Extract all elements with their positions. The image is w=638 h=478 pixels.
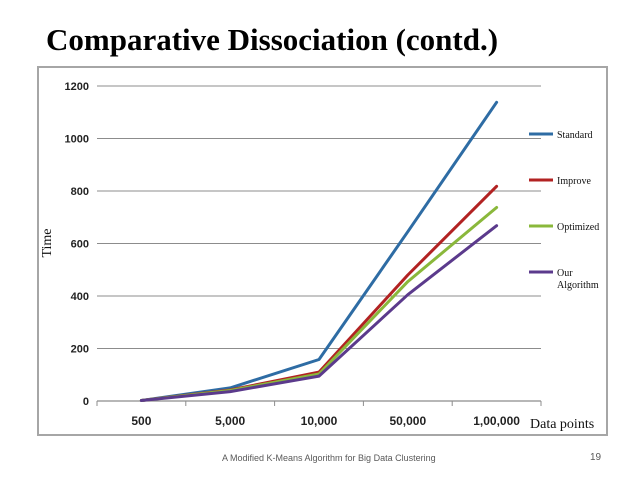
y-tick-label: 1000 xyxy=(65,134,89,146)
y-tick-label: 200 xyxy=(71,344,89,356)
footer-text: A Modified K-Means Algorithm for Big Dat… xyxy=(222,453,436,463)
chart-frame: 0 200 400 600 800 1000 1200 500 5,000 10,000 50,00… xyxy=(37,66,608,436)
y-axis-title: Time xyxy=(40,228,55,257)
line-chart: 0 200 400 600 800 1000 1200 500 5,000 10,000 50,00… xyxy=(40,81,599,432)
y-tick-label: 1200 xyxy=(65,81,89,93)
x-axis-title: Data points xyxy=(530,417,594,432)
y-tick-label: 800 xyxy=(71,186,89,198)
x-tick-label: 10,000 xyxy=(301,414,338,428)
series-line xyxy=(139,184,499,402)
x-tick-label: 500 xyxy=(131,414,151,428)
slide-title: Comparative Dissociation (contd.) xyxy=(46,22,499,57)
legend-label: Standard xyxy=(557,130,593,141)
x-tick-label: 50,000 xyxy=(389,414,426,428)
y-tick-label: 600 xyxy=(71,239,89,251)
x-tick-label: 5,000 xyxy=(215,414,245,428)
x-tick-label: 1,00,000 xyxy=(473,414,520,428)
legend-label: Algorithm xyxy=(557,280,599,291)
legend-label: Improve xyxy=(557,176,591,187)
legend-label: Optimized xyxy=(557,222,599,233)
y-tick-label: 0 xyxy=(83,396,89,408)
page-number: 19 xyxy=(590,452,602,463)
y-tick-label: 400 xyxy=(71,291,89,303)
legend-label: Our xyxy=(557,268,573,279)
series-line xyxy=(139,224,499,402)
